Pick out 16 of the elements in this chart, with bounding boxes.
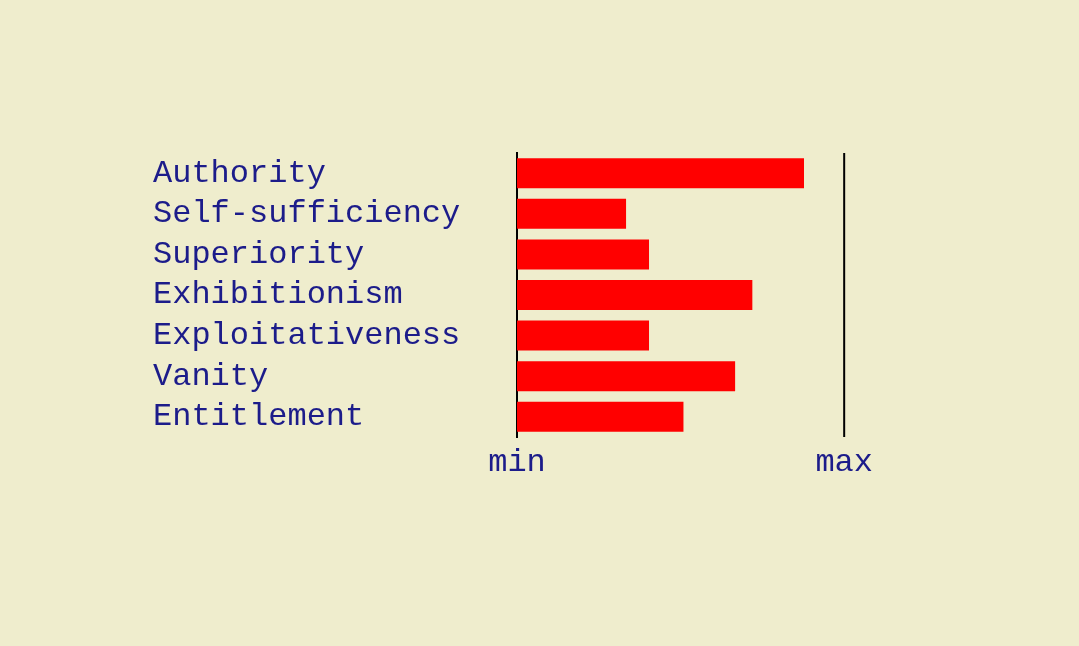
y-tick-label: Superiority xyxy=(153,235,365,273)
y-tick-label: Vanity xyxy=(153,357,269,395)
bar xyxy=(517,198,627,229)
bar xyxy=(517,401,684,432)
bar xyxy=(517,158,804,189)
bar xyxy=(517,239,650,270)
bar xyxy=(517,279,753,311)
bar xyxy=(517,320,650,351)
y-tick-label: Entitlement xyxy=(153,398,365,436)
y-tick-label: Authority xyxy=(153,154,326,192)
ref-line-label: max xyxy=(815,444,873,482)
text: min xyxy=(488,444,546,482)
bar xyxy=(517,361,736,392)
y-tick-label: Exploitativeness xyxy=(153,317,461,355)
y-tick-label: Self-sufficiency xyxy=(153,195,461,233)
y-tick-label: Exhibitionism xyxy=(153,276,403,314)
